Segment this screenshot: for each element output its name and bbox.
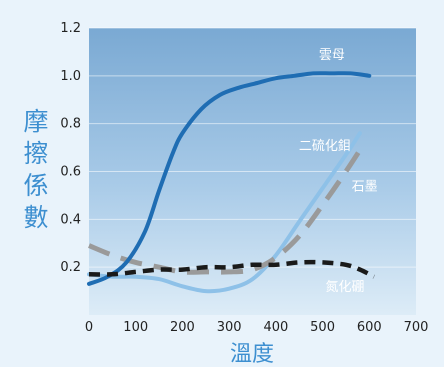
x-tick-label: 200 (170, 320, 195, 335)
x-axis-ticks: 0 100 200 300 400 500 600 700 (85, 320, 429, 335)
x-tick-label: 700 (404, 320, 429, 335)
x-axis-label: 溫度 (230, 342, 274, 367)
series-label-0: 雲母 (319, 48, 345, 63)
y-axis-ticks: 0.2 0.4 0.6 0.8 1.0 1.2 (60, 21, 81, 275)
x-tick-label: 0 (85, 320, 93, 335)
y-tick-label: 0.8 (60, 117, 81, 132)
x-tick-label: 600 (357, 320, 382, 335)
y-tick-label: 0.4 (60, 212, 81, 227)
series-line-2 (88, 141, 367, 275)
x-tick-label: 400 (263, 320, 288, 335)
y-tick-label: 0.6 (60, 165, 81, 180)
x-tick-label: 300 (217, 320, 242, 335)
series-lines (87, 71, 376, 294)
series-line-0 (87, 71, 372, 286)
y-tick-label: 1.0 (60, 69, 81, 84)
series-line-3 (88, 259, 376, 279)
series-label-2: 石墨 (352, 180, 378, 195)
series-line-1 (87, 131, 362, 294)
series-label-3: 氮化硼 (325, 280, 364, 295)
y-axis-label: 摩擦係數 (23, 107, 48, 232)
series-label-1: 二硫化鉬 (299, 139, 351, 154)
gridlines (89, 27, 416, 268)
x-tick-label: 100 (123, 320, 148, 335)
x-tick-label: 500 (310, 320, 335, 335)
y-tick-label: 1.2 (60, 21, 81, 36)
y-tick-label: 0.2 (60, 260, 81, 275)
